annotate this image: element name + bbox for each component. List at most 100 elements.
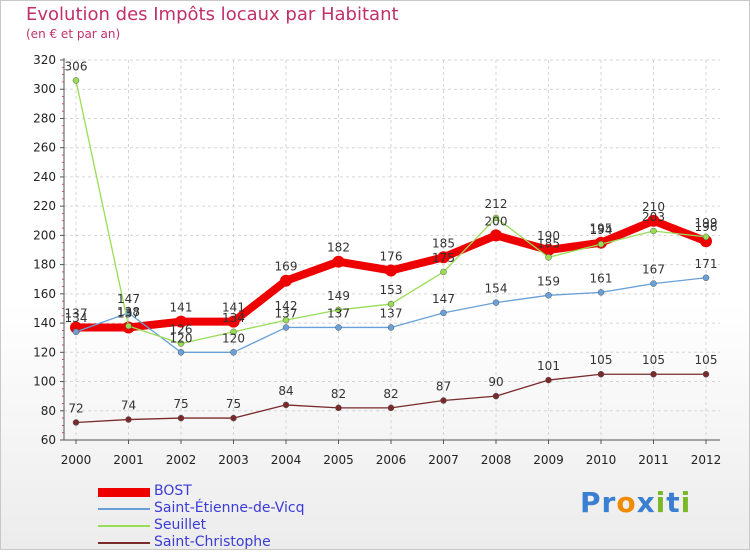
data-label: 82 <box>383 387 398 401</box>
data-label: 190 <box>537 229 560 243</box>
data-point <box>650 280 657 287</box>
legend-swatch <box>98 487 150 497</box>
data-point <box>387 324 395 331</box>
data-point <box>597 370 605 378</box>
proxiti-logo: Proxiti <box>580 486 691 519</box>
data-point <box>332 255 345 268</box>
data-label: 212 <box>485 197 508 211</box>
y-tick-label: 120 <box>33 345 56 359</box>
legend-item: Saint-Christophe <box>98 534 358 552</box>
data-point <box>230 328 237 336</box>
data-label: 75 <box>226 397 241 411</box>
legend-item: Seuillet <box>98 517 358 535</box>
data-point <box>227 315 240 328</box>
x-tick-label: 2003 <box>218 453 249 467</box>
x-tick-label: 2007 <box>428 453 459 467</box>
x-tick-label: 2008 <box>481 453 512 467</box>
data-label: 141 <box>170 301 193 315</box>
y-tick-label: 320 <box>33 53 56 67</box>
x-tick-label: 2011 <box>638 453 669 467</box>
data-label: 169 <box>275 260 298 274</box>
data-label: 149 <box>327 289 350 303</box>
x-tick-label: 2001 <box>113 453 144 467</box>
data-label: 120 <box>170 331 193 345</box>
data-label: 120 <box>222 331 245 345</box>
data-label: 141 <box>222 301 245 315</box>
data-point <box>387 404 395 412</box>
y-tick-label: 200 <box>33 228 56 242</box>
data-point <box>335 404 342 412</box>
data-point <box>177 340 185 347</box>
y-tick-label: 140 <box>33 316 56 330</box>
y-tick-label: 100 <box>33 375 56 389</box>
data-label: 137 <box>117 306 140 320</box>
data-point <box>702 370 710 378</box>
data-label: 74 <box>121 399 136 413</box>
logo-letter: i <box>680 486 692 519</box>
data-point <box>492 214 500 222</box>
data-point <box>125 322 132 330</box>
data-label: 137 <box>275 306 298 320</box>
legend-swatch <box>98 525 150 527</box>
y-tick-label: 300 <box>33 82 56 96</box>
chart-subtitle: (en € et par an) <box>26 27 121 41</box>
data-point <box>440 268 447 276</box>
data-label: 105 <box>590 353 613 367</box>
data-point <box>282 316 290 324</box>
chart-title: Evolution des Impôts locaux par Habitant <box>26 4 399 25</box>
data-point <box>440 397 447 404</box>
x-tick-label: 2002 <box>166 453 197 467</box>
x-tick-label: 2005 <box>323 453 354 467</box>
data-point <box>280 274 292 287</box>
logo-letter: i <box>655 486 667 519</box>
data-label: 147 <box>432 292 455 306</box>
data-point <box>282 401 290 409</box>
data-label: 87 <box>436 380 451 394</box>
logo-letter: o <box>616 486 637 519</box>
data-label: 101 <box>537 359 560 373</box>
data-point <box>230 349 237 356</box>
data-point <box>542 244 555 256</box>
y-tick-label: 240 <box>33 170 56 184</box>
logo-letter: x <box>636 486 656 519</box>
data-point <box>177 349 185 356</box>
legend-swatch <box>98 508 150 510</box>
data-label: 185 <box>432 236 455 250</box>
data-label: 306 <box>65 59 88 73</box>
data-point <box>387 300 395 308</box>
x-tick-label: 2012 <box>691 453 722 467</box>
data-point <box>700 235 712 248</box>
data-point <box>440 309 447 317</box>
data-label: 171 <box>695 257 718 271</box>
data-point <box>597 289 605 296</box>
data-point <box>335 306 342 314</box>
legend-label: Seuillet <box>154 517 207 533</box>
data-label: 159 <box>537 274 560 288</box>
data-label: 134 <box>65 311 88 325</box>
data-point <box>177 414 185 422</box>
x-tick-label: 2006 <box>376 453 407 467</box>
data-point <box>647 214 660 227</box>
data-point <box>125 416 132 423</box>
data-point <box>492 299 500 306</box>
data-label: 126 <box>170 323 193 337</box>
x-tick-label: 2009 <box>533 453 564 467</box>
data-point <box>650 370 657 378</box>
y-tick-label: 60 <box>41 433 56 447</box>
data-label: 137 <box>65 306 88 320</box>
data-point <box>72 328 80 336</box>
data-point <box>385 264 397 277</box>
data-point <box>437 251 450 264</box>
y-tick-label: 260 <box>33 141 56 155</box>
data-point <box>72 77 80 84</box>
legend-label: Saint-Christophe <box>154 534 271 550</box>
data-label: 210 <box>642 200 665 214</box>
x-tick-label: 2010 <box>586 453 617 467</box>
logo-letter: r <box>601 486 617 519</box>
data-label: 182 <box>327 241 350 255</box>
data-label: 105 <box>642 353 665 367</box>
data-point <box>545 292 552 299</box>
data-label: 84 <box>278 384 293 398</box>
data-label: 176 <box>380 249 403 263</box>
